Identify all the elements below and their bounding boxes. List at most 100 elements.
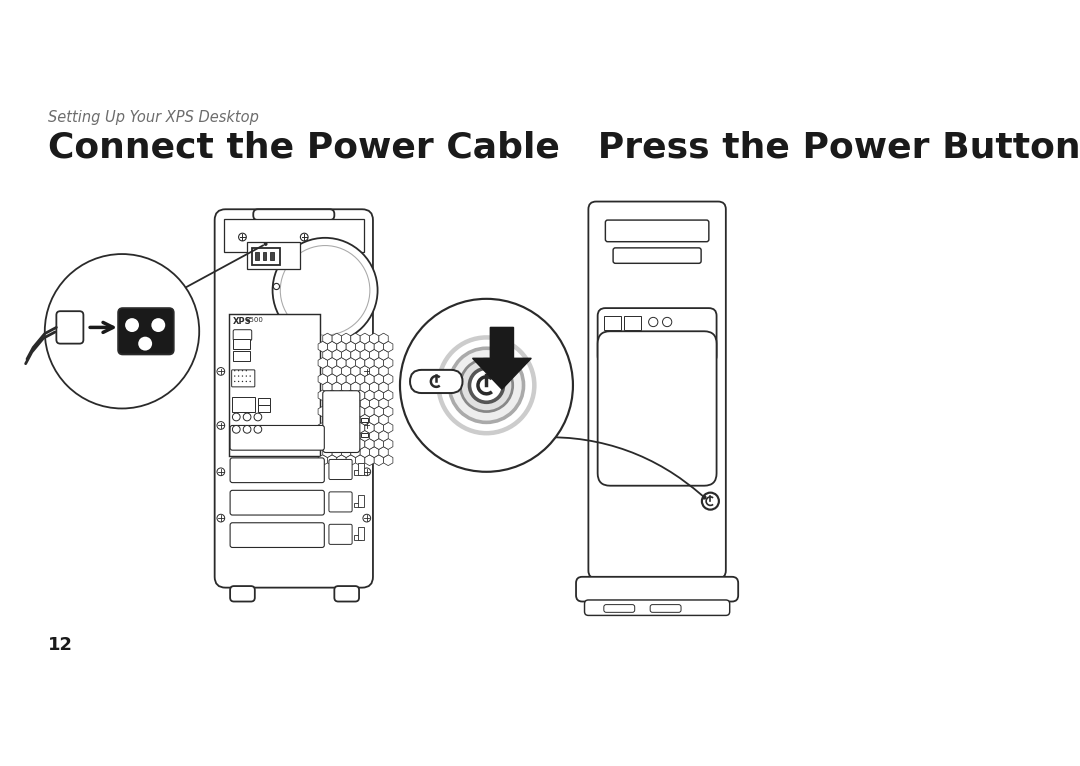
Polygon shape <box>374 422 383 434</box>
Polygon shape <box>346 406 355 417</box>
Polygon shape <box>346 422 355 434</box>
Polygon shape <box>360 447 369 457</box>
FancyBboxPatch shape <box>335 586 359 601</box>
Polygon shape <box>323 447 333 457</box>
FancyBboxPatch shape <box>254 209 335 220</box>
Polygon shape <box>333 398 341 409</box>
Circle shape <box>217 468 225 476</box>
Polygon shape <box>473 327 531 389</box>
Circle shape <box>249 375 251 377</box>
Polygon shape <box>319 422 327 434</box>
Circle shape <box>217 514 225 522</box>
Polygon shape <box>319 406 327 417</box>
Polygon shape <box>355 390 365 401</box>
Polygon shape <box>341 381 351 393</box>
Circle shape <box>232 425 240 434</box>
Circle shape <box>238 381 240 382</box>
Polygon shape <box>379 414 388 425</box>
Polygon shape <box>337 406 347 417</box>
Polygon shape <box>351 398 360 409</box>
Bar <box>270 252 274 260</box>
FancyBboxPatch shape <box>230 522 324 548</box>
Polygon shape <box>369 430 379 441</box>
Polygon shape <box>379 349 388 360</box>
Bar <box>357 463 364 475</box>
Text: Connect the Power Cable   Press the Power Button: Connect the Power Cable Press the Power … <box>48 130 1080 165</box>
Polygon shape <box>319 455 327 466</box>
Circle shape <box>234 375 235 377</box>
Polygon shape <box>351 430 360 441</box>
Bar <box>233 352 251 362</box>
Polygon shape <box>374 374 383 385</box>
Polygon shape <box>327 390 337 401</box>
Polygon shape <box>369 333 379 344</box>
Circle shape <box>254 425 261 434</box>
Polygon shape <box>323 365 333 376</box>
Polygon shape <box>374 439 383 450</box>
Polygon shape <box>323 333 333 344</box>
Polygon shape <box>346 439 355 450</box>
FancyBboxPatch shape <box>215 209 373 588</box>
Polygon shape <box>383 358 393 368</box>
Bar <box>357 528 364 540</box>
Circle shape <box>702 493 719 509</box>
FancyBboxPatch shape <box>231 370 255 387</box>
Polygon shape <box>346 358 355 368</box>
FancyBboxPatch shape <box>613 248 701 264</box>
FancyBboxPatch shape <box>576 577 739 601</box>
Circle shape <box>138 337 152 351</box>
Polygon shape <box>360 398 369 409</box>
FancyBboxPatch shape <box>597 308 716 364</box>
Circle shape <box>242 375 243 377</box>
Polygon shape <box>341 430 351 441</box>
Circle shape <box>470 368 503 402</box>
FancyBboxPatch shape <box>323 391 360 453</box>
Circle shape <box>243 413 251 421</box>
Bar <box>224 219 364 252</box>
Circle shape <box>662 317 672 326</box>
Circle shape <box>151 318 165 332</box>
Circle shape <box>242 370 243 372</box>
Polygon shape <box>327 406 337 417</box>
Polygon shape <box>379 333 388 344</box>
Polygon shape <box>319 342 327 352</box>
Circle shape <box>363 514 370 522</box>
Circle shape <box>217 421 225 429</box>
Polygon shape <box>346 455 355 466</box>
Bar <box>357 495 364 507</box>
Polygon shape <box>369 381 379 393</box>
Circle shape <box>300 233 308 241</box>
Polygon shape <box>341 447 351 457</box>
Polygon shape <box>360 430 369 441</box>
Polygon shape <box>365 406 374 417</box>
FancyBboxPatch shape <box>329 460 352 480</box>
Polygon shape <box>337 358 347 368</box>
Polygon shape <box>327 422 337 434</box>
Circle shape <box>239 233 246 241</box>
Circle shape <box>363 468 370 476</box>
FancyBboxPatch shape <box>230 490 324 515</box>
Polygon shape <box>337 342 347 352</box>
Bar <box>258 398 270 404</box>
Bar <box>353 470 362 475</box>
Polygon shape <box>337 422 347 434</box>
Polygon shape <box>337 374 347 385</box>
Polygon shape <box>365 422 374 434</box>
Polygon shape <box>365 342 374 352</box>
Circle shape <box>363 421 370 429</box>
Circle shape <box>649 317 658 326</box>
Polygon shape <box>369 447 379 457</box>
Polygon shape <box>323 349 333 360</box>
Polygon shape <box>355 406 365 417</box>
Bar <box>323 313 392 460</box>
FancyBboxPatch shape <box>589 201 726 578</box>
Bar <box>604 316 621 329</box>
Circle shape <box>245 375 247 377</box>
Circle shape <box>281 246 369 336</box>
Polygon shape <box>355 358 365 368</box>
Bar <box>233 339 251 349</box>
Polygon shape <box>374 390 383 401</box>
Circle shape <box>702 495 706 499</box>
FancyBboxPatch shape <box>230 425 324 450</box>
Polygon shape <box>365 439 374 450</box>
